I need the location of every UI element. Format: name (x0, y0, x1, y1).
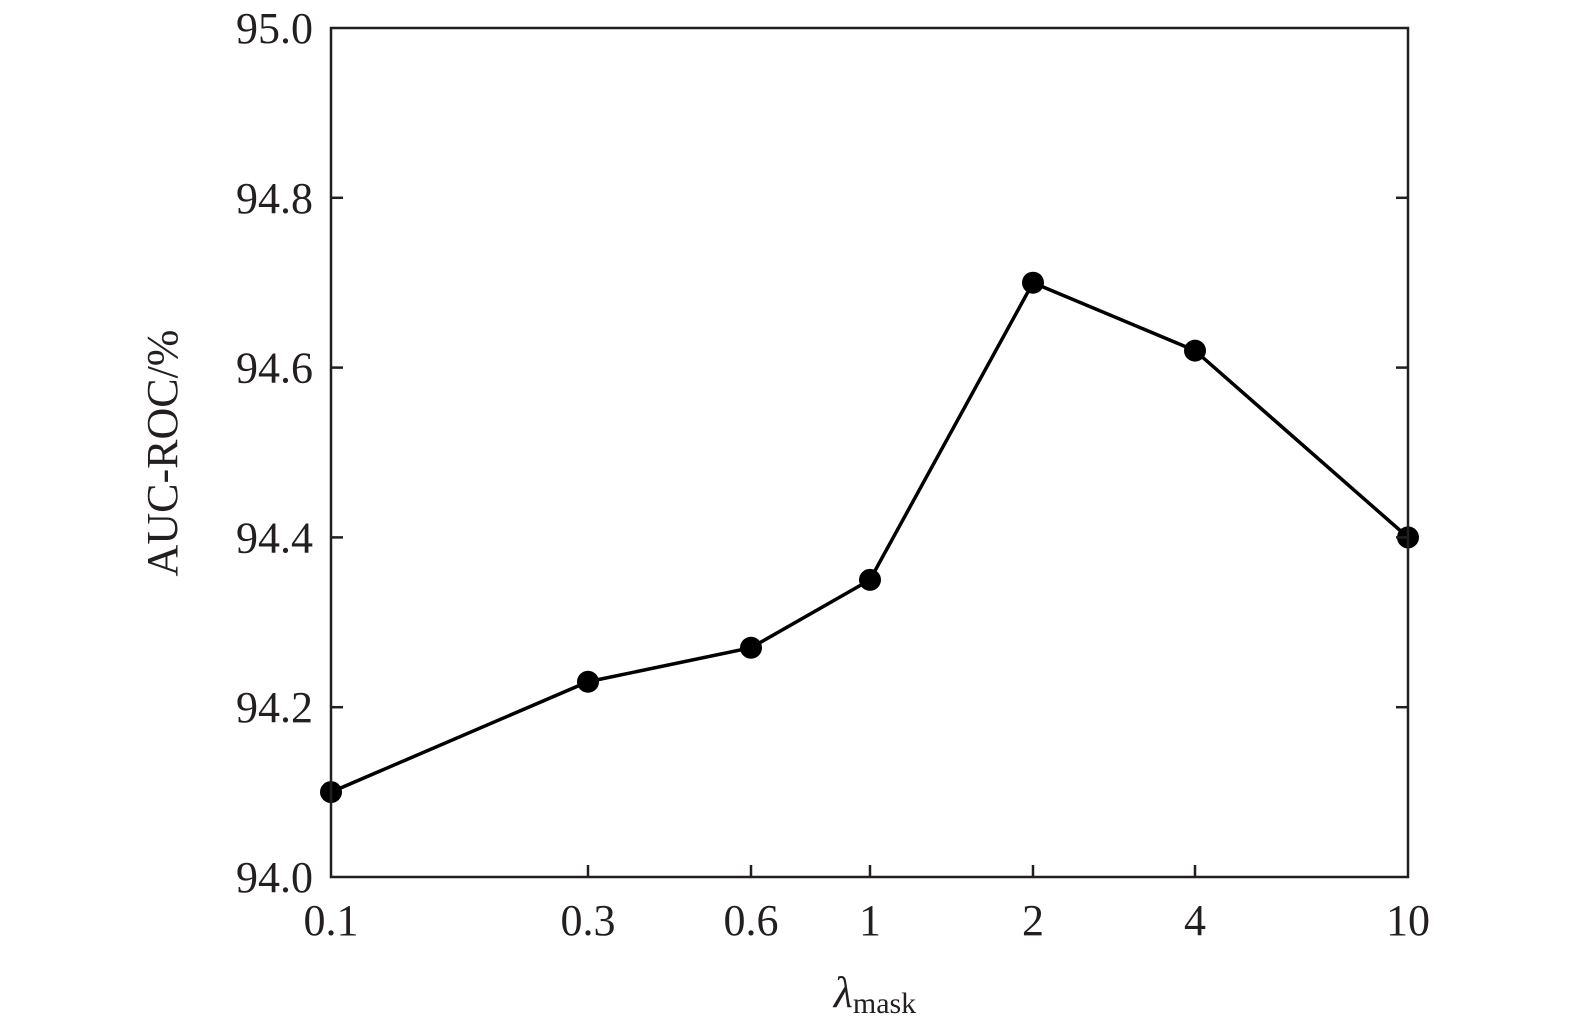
x-tick-label: 2 (1022, 896, 1044, 945)
data-point (577, 670, 599, 693)
plot-frame (329, 26, 1410, 879)
y-tick-label: 94.6 (236, 344, 313, 393)
y-axis-title: AUC-ROC/% (138, 330, 187, 577)
y-tick-label: 95.0 (236, 4, 313, 53)
x-tick-label: 1 (859, 896, 881, 945)
data-point (740, 636, 762, 659)
x-tick-label: 4 (1184, 896, 1206, 945)
plot-area (320, 271, 1419, 804)
x-axis-title-symbol: λ (832, 968, 853, 1017)
x-axis-title-subscript: mask (853, 987, 916, 1020)
y-tick-label: 94.8 (236, 174, 313, 223)
y-tick-label: 94.0 (236, 853, 313, 902)
x-axis-title: λmask (832, 968, 916, 1020)
x-tick-label: 10 (1386, 896, 1430, 945)
axes: 94.0 94.2 94.4 94.6 94.8 95.0 0.1 0.3 0.6 1 2 4 10 (236, 4, 1430, 945)
axis-labels: AUC-ROC/% λmask (138, 330, 916, 1020)
x-tick-label: 0.1 (304, 896, 359, 945)
x-tick-label: 0.3 (561, 896, 616, 945)
x-tick-label: 0.6 (724, 896, 779, 945)
data-point (1022, 271, 1044, 294)
y-tick-label: 94.2 (236, 683, 313, 732)
data-point (859, 568, 881, 591)
data-point (1184, 339, 1206, 362)
y-tick-label: 94.4 (236, 513, 313, 562)
series-line (330, 280, 1410, 794)
